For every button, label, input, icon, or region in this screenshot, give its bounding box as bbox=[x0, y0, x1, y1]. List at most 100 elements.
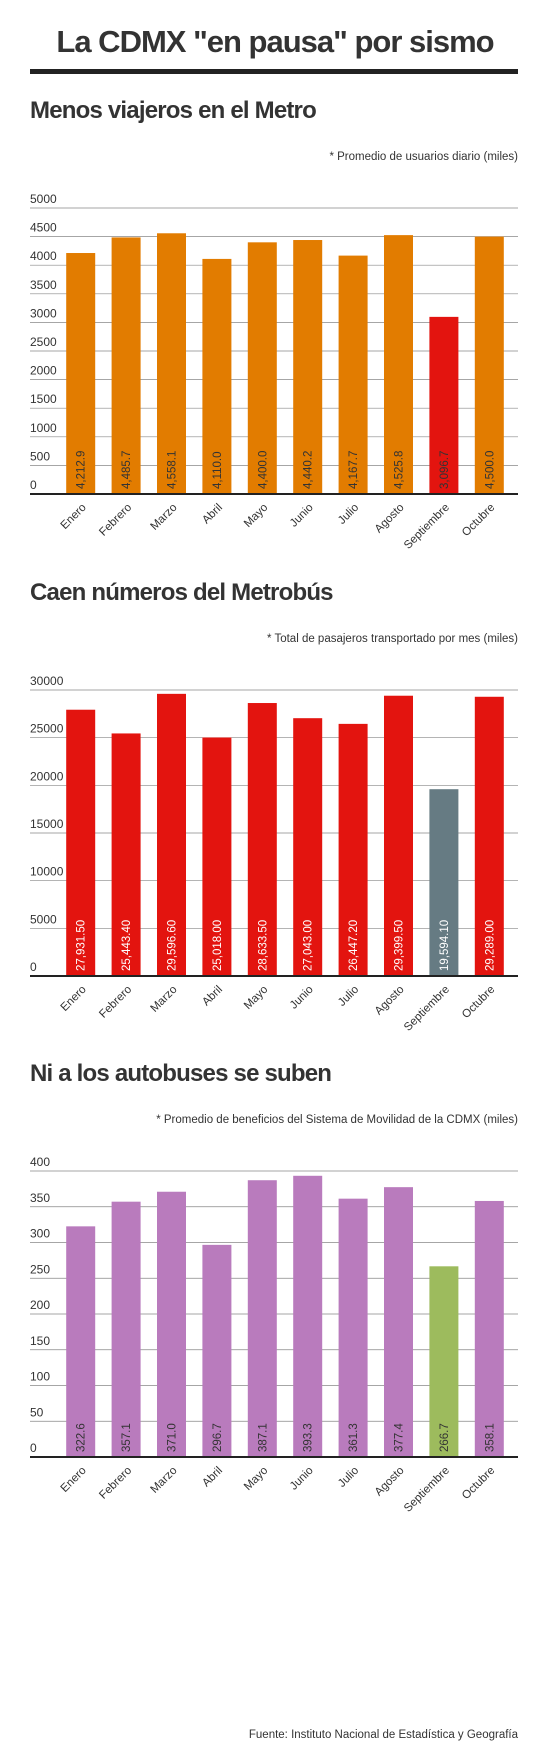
bar bbox=[66, 1226, 96, 1457]
bar bbox=[474, 236, 504, 494]
chart-subtitle: * Total de pasajeros transportado por me… bbox=[267, 633, 518, 645]
value-label: 26,447.20 bbox=[348, 920, 360, 971]
source: Fuente: Instituto Nacional de Estadístic… bbox=[249, 1729, 519, 1741]
y-tick-label: 1000 bbox=[30, 421, 57, 435]
bar bbox=[384, 1187, 413, 1457]
bar bbox=[293, 718, 323, 976]
chart-subtitle: * Promedio de usuarios diario (miles) bbox=[329, 151, 518, 163]
x-tick-label: Enero bbox=[59, 502, 89, 532]
bar bbox=[111, 1201, 141, 1457]
bar bbox=[384, 695, 413, 976]
chart: Ni a los autobuses se suben * Promedio de… bbox=[30, 1060, 518, 1515]
value-label: 27,931.50 bbox=[76, 920, 88, 971]
y-tick-label: 400 bbox=[30, 1155, 50, 1169]
y-tick-label: 4500 bbox=[30, 221, 57, 235]
value-label: 4,440.2 bbox=[303, 451, 315, 489]
value-label: 4,110.0 bbox=[212, 451, 224, 489]
x-tick-label: Mayo bbox=[242, 984, 270, 1012]
chart-title: Ni a los autobuses se suben bbox=[30, 1060, 331, 1087]
x-tick-label: Mayo bbox=[242, 502, 270, 530]
x-tick-label: Septiembre bbox=[402, 502, 452, 552]
y-tick-label: 50 bbox=[30, 1405, 44, 1419]
x-tick-label: Febrero bbox=[97, 984, 134, 1021]
value-label: 19,594.10 bbox=[439, 920, 451, 971]
x-tick-label: Septiembre bbox=[402, 984, 452, 1034]
x-tick-label: Octubre bbox=[460, 502, 497, 539]
x-tick-label: Julio bbox=[336, 502, 361, 527]
bar bbox=[247, 242, 277, 494]
chart: Menos viajeros en el Metro * Promedio de … bbox=[30, 97, 518, 552]
x-tick-label: Febrero bbox=[97, 502, 134, 539]
value-label: 4,525.8 bbox=[394, 451, 406, 489]
y-tick-label: 5000 bbox=[30, 912, 57, 926]
x-tick-label: Septiembre bbox=[402, 1465, 452, 1515]
bar bbox=[384, 235, 413, 494]
x-tick-label: Agosto bbox=[373, 1465, 407, 1499]
x-tick-label: Enero bbox=[59, 1465, 89, 1495]
x-tick-label: Febrero bbox=[97, 1465, 134, 1502]
bar bbox=[202, 737, 232, 976]
x-tick-label: Abril bbox=[200, 1465, 225, 1490]
bar bbox=[474, 696, 504, 976]
value-label: 371.0 bbox=[167, 1423, 179, 1452]
bar bbox=[202, 258, 232, 494]
y-tick-label: 0 bbox=[30, 478, 37, 492]
y-tick-label: 200 bbox=[30, 1298, 50, 1312]
x-tick-label: Abril bbox=[200, 984, 225, 1009]
y-tick-label: 300 bbox=[30, 1227, 50, 1241]
bar bbox=[338, 255, 368, 494]
x-tick-label: Agosto bbox=[373, 502, 407, 536]
value-label: 361.3 bbox=[348, 1423, 360, 1452]
bar bbox=[157, 693, 186, 976]
bar bbox=[338, 1198, 368, 1457]
y-tick-label: 30000 bbox=[30, 674, 64, 688]
value-label: 322.6 bbox=[76, 1423, 88, 1452]
y-tick-label: 250 bbox=[30, 1262, 50, 1276]
y-tick-label: 10000 bbox=[30, 865, 64, 879]
value-label: 3,096.7 bbox=[439, 451, 451, 489]
y-tick-label: 15000 bbox=[30, 817, 64, 831]
x-tick-label: Julio bbox=[336, 984, 361, 1009]
x-tick-label: Octubre bbox=[460, 1465, 497, 1502]
value-label: 357.1 bbox=[121, 1423, 133, 1452]
bar bbox=[429, 789, 459, 976]
chart-title: Menos viajeros en el Metro bbox=[30, 97, 316, 124]
bar bbox=[202, 1244, 232, 1457]
y-tick-label: 3000 bbox=[30, 306, 57, 320]
value-label: 27,043.00 bbox=[303, 920, 315, 971]
value-label: 393.3 bbox=[303, 1423, 315, 1452]
bar bbox=[474, 1200, 504, 1457]
y-tick-label: 20000 bbox=[30, 769, 64, 783]
value-label: 29,399.50 bbox=[394, 920, 406, 971]
x-tick-label: Agosto bbox=[373, 984, 407, 1018]
bar bbox=[429, 1266, 459, 1457]
bar bbox=[66, 253, 96, 494]
y-tick-label: 4000 bbox=[30, 249, 57, 263]
value-label: 4,167.7 bbox=[348, 451, 360, 489]
y-tick-label: 3500 bbox=[30, 278, 57, 292]
value-label: 377.4 bbox=[394, 1423, 406, 1452]
bar bbox=[293, 240, 323, 494]
y-tick-label: 0 bbox=[30, 960, 37, 974]
value-label: 358.1 bbox=[484, 1423, 496, 1452]
x-tick-label: Julio bbox=[336, 1465, 361, 1490]
value-label: 387.1 bbox=[257, 1423, 269, 1452]
chart-title: Caen números del Metrobús bbox=[30, 579, 333, 606]
x-tick-label: Enero bbox=[59, 984, 89, 1014]
bar bbox=[111, 733, 141, 976]
bar bbox=[111, 237, 141, 494]
chart: Caen números del Metrobús * Total de pasa… bbox=[30, 579, 518, 1034]
value-label: 266.7 bbox=[439, 1423, 451, 1452]
x-tick-label: Marzo bbox=[149, 502, 180, 533]
value-label: 4,212.9 bbox=[76, 451, 88, 489]
value-label: 4,485.7 bbox=[121, 451, 133, 489]
title-rule bbox=[30, 69, 518, 74]
x-tick-label: Mayo bbox=[242, 1465, 270, 1493]
bar bbox=[293, 1175, 323, 1457]
bar bbox=[247, 1180, 277, 1457]
y-tick-label: 150 bbox=[30, 1334, 50, 1348]
bar bbox=[157, 1191, 186, 1457]
value-label: 4,558.1 bbox=[167, 451, 179, 489]
x-tick-label: Octubre bbox=[460, 984, 497, 1021]
